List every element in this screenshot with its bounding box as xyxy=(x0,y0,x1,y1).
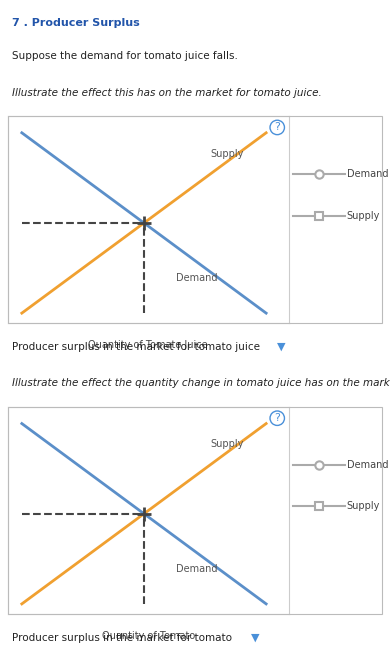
Text: Demand: Demand xyxy=(176,564,218,574)
Text: Demand: Demand xyxy=(347,460,388,470)
Text: Supply: Supply xyxy=(210,149,243,159)
Text: Suppose the demand for tomato juice falls.: Suppose the demand for tomato juice fall… xyxy=(12,51,238,61)
Text: Quantity of Tomato Juice: Quantity of Tomato Juice xyxy=(89,340,208,350)
Text: Producer surplus in the market for tomato: Producer surplus in the market for tomat… xyxy=(12,633,232,643)
Text: ?: ? xyxy=(274,413,280,423)
Text: Demand: Demand xyxy=(176,273,218,283)
Text: ▼: ▼ xyxy=(277,342,286,352)
Text: Demand: Demand xyxy=(347,169,388,179)
Text: Supply: Supply xyxy=(210,440,243,450)
Text: Illustrate the effect the quantity change in tomato juice has on the market for : Illustrate the effect the quantity chang… xyxy=(12,378,390,388)
Text: ?: ? xyxy=(274,122,280,132)
Text: Illustrate the effect this has on the market for tomato juice.: Illustrate the effect this has on the ma… xyxy=(12,88,321,98)
Text: Quantity of Tomato: Quantity of Tomato xyxy=(101,631,195,641)
Text: ▼: ▼ xyxy=(251,633,260,643)
Text: Supply: Supply xyxy=(347,210,380,220)
Text: 7 . Producer Surplus: 7 . Producer Surplus xyxy=(12,18,139,28)
Text: Producer surplus in the market for tomato juice: Producer surplus in the market for tomat… xyxy=(12,342,259,352)
Text: Supply: Supply xyxy=(347,501,380,511)
